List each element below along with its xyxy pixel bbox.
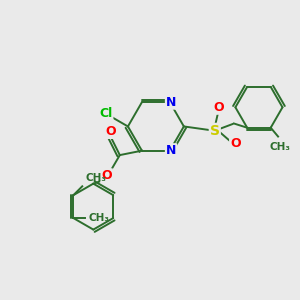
Text: CH₃: CH₃ (269, 142, 290, 152)
Text: O: O (230, 137, 241, 150)
Text: Cl: Cl (99, 107, 112, 120)
Text: O: O (106, 125, 116, 138)
Text: O: O (101, 169, 112, 182)
Text: N: N (166, 96, 176, 109)
Text: CH₃: CH₃ (85, 173, 106, 183)
Text: O: O (214, 101, 224, 114)
Text: S: S (210, 124, 220, 138)
Text: CH₃: CH₃ (88, 213, 109, 223)
Text: N: N (166, 144, 176, 157)
